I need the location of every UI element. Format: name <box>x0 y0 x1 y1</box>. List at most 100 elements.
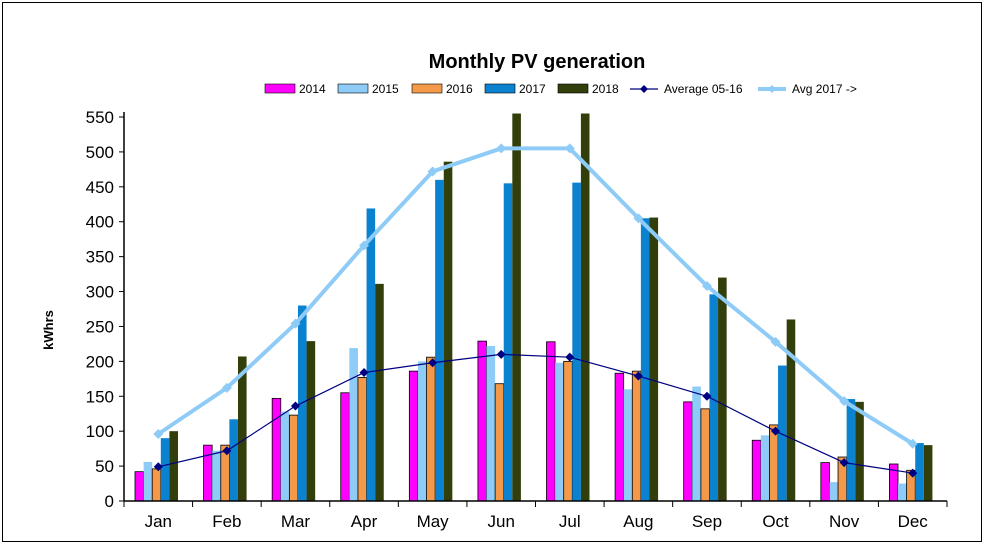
point-avg-2017-Apr <box>359 240 370 251</box>
legend-swatch-2018 <box>557 83 589 94</box>
bar-2017-Oct <box>778 365 787 501</box>
bar-2018-Apr <box>375 283 384 501</box>
point-average-05-16-May <box>428 358 438 368</box>
bar-2018-Sep <box>718 277 727 501</box>
bar-2016-Mar <box>288 414 299 502</box>
point-avg-2017-Jun <box>496 143 507 154</box>
bar-2016-Jul <box>563 360 573 502</box>
point-average-05-16-Oct <box>771 426 781 436</box>
bar-2014-Apr <box>340 392 350 502</box>
x-tick-label: Feb <box>212 512 241 531</box>
legend-swatch-2015 <box>337 83 369 94</box>
bar-2018-Dec <box>923 445 933 501</box>
bar-2014-Jun <box>477 340 487 502</box>
bar-2016-Apr <box>357 377 367 502</box>
bar-2018-Jun <box>512 113 521 501</box>
x-tick-label: Jul <box>559 512 581 531</box>
point-avg-2017-Feb <box>221 382 232 393</box>
bar-2017-Aug <box>640 218 650 501</box>
legend-label-5: Average 05-16 <box>664 82 743 96</box>
point-average-05-16-Nov <box>839 458 849 468</box>
point-avg-2017-May <box>427 166 438 177</box>
legend-marker-6 <box>768 85 776 93</box>
bar-2016-Jun <box>494 383 505 502</box>
point-average-05-16-Apr <box>359 368 369 378</box>
x-tick-label: Apr <box>351 512 378 531</box>
bar-2015-Sep <box>692 386 701 501</box>
bar-2015-May <box>417 361 427 501</box>
bar-2017-Dec <box>915 443 924 501</box>
bar-2017-Apr <box>366 208 376 501</box>
legend-swatch-2014 <box>264 83 296 94</box>
bar-2017-Jan <box>160 438 170 501</box>
y-tick-label: 300 <box>86 283 114 302</box>
y-tick-label: 250 <box>86 317 114 336</box>
y-tick-label: 200 <box>86 352 114 371</box>
chart-title: Monthly PV generation <box>429 51 646 73</box>
bar-2015-Aug <box>623 389 633 501</box>
bar-2018-Oct <box>786 319 796 501</box>
point-avg-2017-Dec <box>907 438 918 449</box>
x-tick-label: Oct <box>762 512 789 531</box>
bar-2016-Oct <box>769 424 779 502</box>
bar-2014-Aug <box>614 372 625 502</box>
bar-2016-May <box>426 356 436 502</box>
y-tick-label: 500 <box>86 143 114 162</box>
x-tick-label: Mar <box>281 512 311 531</box>
bar-2016-Sep <box>700 408 710 502</box>
legend-label-2017: 2017 <box>519 82 546 96</box>
bar-2018-Nov <box>855 401 864 501</box>
x-tick-label: May <box>417 512 450 531</box>
point-average-05-16-Jul <box>565 352 575 362</box>
bar-2014-Mar <box>271 397 282 502</box>
y-tick-label: 150 <box>86 387 114 406</box>
bar-2014-Oct <box>751 439 762 502</box>
legend-swatch-2017 <box>484 83 516 94</box>
bar-2017-Feb <box>229 419 238 501</box>
x-tick-label: Sep <box>692 512 722 531</box>
line-avg-2017 <box>157 146 914 446</box>
legend-label-2015: 2015 <box>372 82 399 96</box>
y-tick-label: 450 <box>86 178 114 197</box>
y-tick-label: 350 <box>86 248 114 267</box>
bar-2017-May <box>435 179 444 501</box>
point-avg-2017-Aug <box>633 213 644 224</box>
point-avg-2017-Jul <box>564 143 575 154</box>
x-tick-label: Nov <box>829 512 860 531</box>
bar-2017-Nov <box>846 399 856 501</box>
bar-2018-Jan <box>169 431 178 501</box>
x-tick-label: Jan <box>145 512 172 531</box>
chart-frame <box>2 2 982 542</box>
bar-2015-Feb <box>212 450 221 501</box>
bar-2016-Jan <box>151 468 162 502</box>
bar-2014-May <box>408 370 419 502</box>
bar-2017-Jun <box>503 183 513 501</box>
legend-marker-5 <box>640 85 648 93</box>
y-tick-label: 0 <box>105 492 114 511</box>
bar-2016-Aug <box>631 370 642 502</box>
bar-2015-Jun <box>486 346 496 501</box>
point-avg-2017-Mar <box>290 318 301 329</box>
legend-label-2018: 2018 <box>592 82 619 96</box>
x-tick-label: Dec <box>898 512 929 531</box>
point-average-05-16-Feb <box>222 446 232 456</box>
bar-2015-Jul <box>555 362 564 501</box>
point-average-05-16-Mar <box>290 401 300 411</box>
bar-2018-Jul <box>580 113 590 501</box>
legend-swatch-2016 <box>411 83 443 94</box>
bar-2015-Oct <box>760 435 770 501</box>
bar-2015-Dec <box>898 483 907 501</box>
bar-2014-Jan <box>134 471 145 502</box>
x-tick-label: Aug <box>623 512 653 531</box>
point-avg-2017-Jan <box>153 428 164 439</box>
bar-2014-Jul <box>546 341 556 502</box>
bar-2014-Feb <box>203 444 213 502</box>
bar-2018-Feb <box>237 356 247 501</box>
bar-2015-Jan <box>143 461 153 501</box>
y-tick-label: 400 <box>86 213 114 232</box>
y-tick-label: 550 <box>86 108 114 127</box>
point-average-05-16-Sep <box>702 391 712 401</box>
y-tick-label: 100 <box>86 422 114 441</box>
y-axis-label: kWhrs <box>41 310 56 350</box>
